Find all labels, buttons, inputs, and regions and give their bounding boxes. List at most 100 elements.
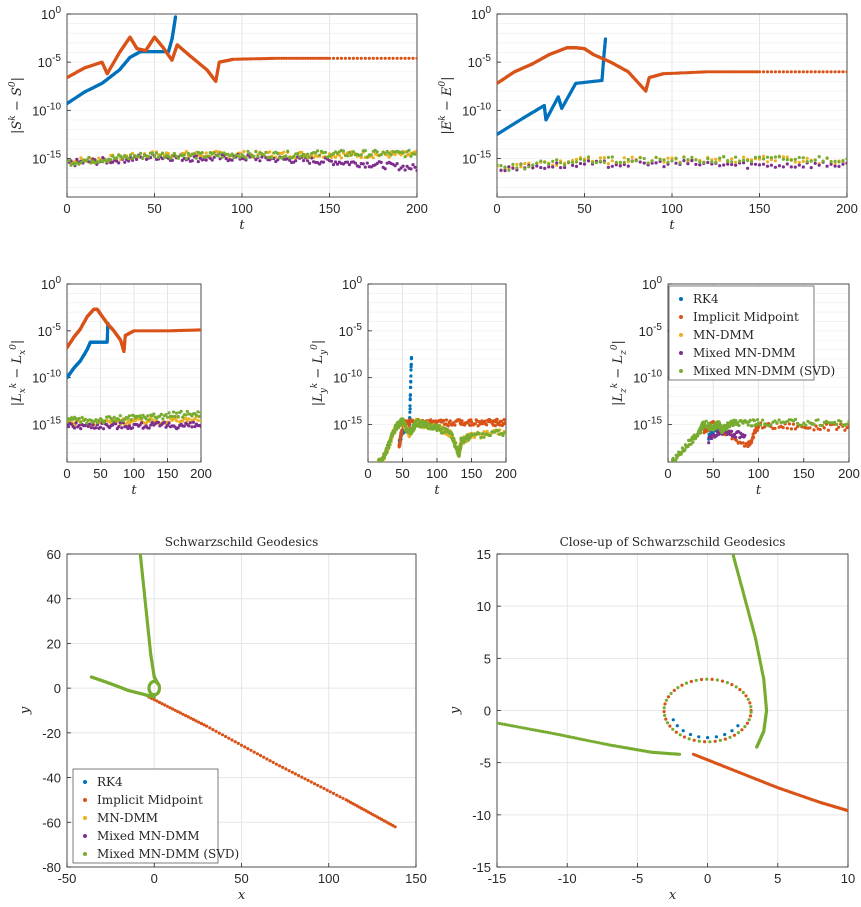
- data-point: [847, 419, 849, 423]
- data-point: [162, 420, 167, 424]
- plot-area: [67, 15, 417, 173]
- data-point: [193, 425, 197, 429]
- data-point: [199, 411, 201, 415]
- data-point: [622, 160, 626, 164]
- data-point: [749, 162, 754, 166]
- data-point: [395, 56, 399, 60]
- data-point: [233, 740, 237, 744]
- data-point: [554, 732, 558, 736]
- x-tick-label: 0: [704, 871, 711, 886]
- x-tick-label: 100: [318, 871, 340, 886]
- data-point: [837, 70, 841, 74]
- data-point: [793, 427, 798, 431]
- data-point: [586, 159, 591, 163]
- data-point: [349, 153, 353, 157]
- data-point: [802, 421, 806, 425]
- data-point: [117, 425, 121, 429]
- data-point: [714, 70, 719, 74]
- data-point: [813, 161, 817, 165]
- x-tick-label: 200: [190, 466, 212, 481]
- data-point: [85, 421, 89, 425]
- data-point: [412, 427, 416, 431]
- data-point: [821, 70, 825, 74]
- data-point: [761, 418, 765, 422]
- data-point: [718, 158, 722, 162]
- x-tick-label: 5: [774, 871, 781, 886]
- data-point: [301, 56, 305, 60]
- data-point: [199, 328, 201, 332]
- data-point: [753, 430, 758, 434]
- data-point: [337, 153, 341, 157]
- plot-area: [497, 37, 847, 173]
- data-point: [140, 416, 144, 420]
- data-point: [242, 149, 246, 154]
- data-point: [642, 161, 646, 165]
- data-point: [115, 156, 119, 160]
- data-point: [523, 726, 527, 730]
- data-point: [126, 419, 130, 423]
- data-point: [787, 422, 792, 426]
- data-point: [572, 736, 576, 740]
- data-point: [678, 161, 682, 165]
- data-point: [736, 70, 740, 74]
- data-point: [719, 423, 723, 427]
- data-point: [546, 730, 550, 735]
- data-point: [371, 156, 375, 160]
- data-point: [194, 413, 198, 417]
- data-point: [587, 739, 591, 743]
- data-point: [137, 154, 141, 158]
- data-point: [254, 158, 258, 162]
- data-point: [160, 702, 164, 706]
- x-tick-label: 150: [461, 466, 483, 481]
- x-tick-label: 100: [231, 201, 253, 216]
- legend-label: Mixed MN-DMM: [693, 346, 796, 360]
- data-point: [306, 152, 310, 156]
- data-point: [638, 160, 642, 164]
- data-point: [845, 157, 847, 161]
- data-point: [154, 151, 159, 155]
- data-point: [199, 721, 203, 726]
- data-point: [662, 165, 666, 169]
- data-point: [119, 154, 123, 158]
- data-point: [405, 164, 409, 168]
- data-point: [220, 155, 224, 159]
- data-point: [304, 155, 308, 159]
- data-point: [805, 160, 809, 164]
- data-point: [813, 158, 817, 162]
- series-implicit-midpoint: [497, 46, 847, 93]
- data-point: [761, 70, 766, 74]
- data-point: [328, 790, 332, 794]
- data-point: [181, 419, 185, 423]
- data-point: [743, 433, 747, 438]
- data-point: [318, 56, 322, 60]
- legend-label: RK4: [693, 292, 719, 306]
- data-point: [845, 70, 847, 74]
- data-point: [396, 426, 400, 430]
- data-point: [268, 150, 272, 154]
- plot-area: [89, 554, 397, 829]
- data-point: [737, 423, 741, 428]
- data-point: [757, 163, 762, 167]
- data-point: [602, 156, 607, 160]
- data-point: [730, 162, 734, 167]
- data-point: [319, 785, 323, 789]
- data-point: [559, 161, 563, 165]
- data-point: [126, 426, 130, 431]
- data-point: [549, 731, 553, 735]
- data-point: [101, 156, 105, 160]
- data-point: [738, 70, 743, 74]
- data-point: [127, 157, 131, 161]
- data-point: [769, 156, 774, 160]
- data-point: [150, 418, 154, 422]
- data-point: [205, 724, 209, 728]
- data-point: [196, 418, 200, 422]
- data-point: [706, 160, 710, 165]
- data-point: [141, 156, 145, 160]
- data-point: [167, 411, 171, 415]
- data-point: [738, 159, 742, 163]
- data-point: [582, 738, 586, 742]
- data-point: [785, 155, 789, 159]
- data-point: [158, 153, 163, 157]
- data-point: [809, 159, 813, 163]
- data-point: [94, 418, 98, 422]
